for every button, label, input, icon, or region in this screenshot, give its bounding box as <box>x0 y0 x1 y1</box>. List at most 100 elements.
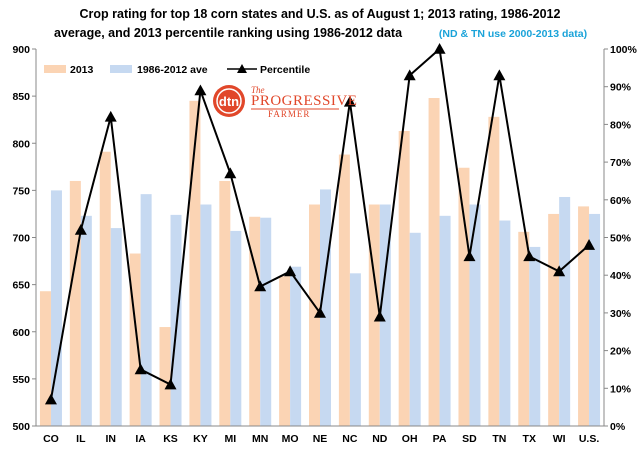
bar-average-U.S. <box>589 213 601 426</box>
y2-tick-label: 80% <box>610 119 632 131</box>
x-tick-label: OH <box>402 433 418 445</box>
logo-brand-main: PROGRESSIVE <box>251 93 357 109</box>
legend: 2013 1986-2012 ave Percentile <box>44 64 310 76</box>
percentile-marker-NE <box>314 306 326 318</box>
axes-group <box>32 48 608 427</box>
bar-2013-U.S. <box>578 206 590 426</box>
x-tick-label: TX <box>523 433 536 445</box>
y2-tick-label: 0% <box>610 421 626 433</box>
percentile-marker-U.S. <box>583 239 596 250</box>
x-tick-label: TN <box>492 433 506 445</box>
bar-average-IA <box>140 194 152 426</box>
y-tick-label: 500 <box>12 421 30 433</box>
y-tick-label: 550 <box>12 374 30 386</box>
bar-2013-MI <box>219 180 231 426</box>
bar-average-PA <box>439 215 451 426</box>
bar-average-OH <box>409 232 421 426</box>
bar-average-KS <box>170 214 182 426</box>
percentile-marker-MN <box>254 280 267 292</box>
x-tick-label: IA <box>135 433 146 445</box>
bar-2013-SD <box>458 167 470 426</box>
bar-2013-KS <box>159 327 171 426</box>
percentile-marker-WI <box>553 265 566 277</box>
percentile-marker-IA <box>134 363 147 375</box>
legend-label-percentile: Percentile <box>260 64 310 76</box>
tick-labels-group: CO IL IN IA KS KY MI MN MO NE NC ND OH PA SD TN TX WI U.S.… <box>12 44 637 445</box>
percentile-marker-OH <box>403 69 416 81</box>
bar-average-IL <box>80 215 92 426</box>
legend-marker-percentile <box>237 64 247 73</box>
percentile-marker-SD <box>463 250 476 262</box>
y2-tick-label: 40% <box>610 270 632 282</box>
bar-2013-NE <box>309 204 320 426</box>
percentile-marker-KY <box>194 84 207 96</box>
y2-tick-label: 60% <box>610 195 632 207</box>
bar-average-MI <box>230 230 242 426</box>
percentile-line-group <box>44 43 596 405</box>
legend-label-average: 1986-2012 ave <box>137 64 208 76</box>
x-tick-label: NE <box>313 433 328 445</box>
y2-tick-label: 100% <box>610 44 638 56</box>
y2-tick-label: 30% <box>610 308 632 320</box>
x-tick-label: ND <box>372 433 388 445</box>
y-tick-label: 650 <box>12 280 30 292</box>
bar-2013-MN <box>249 216 261 426</box>
bar-2013-TN <box>488 116 500 427</box>
bar-average-MO <box>290 266 302 426</box>
bar-2013-PA <box>428 98 440 426</box>
bar-2013-OH <box>398 130 410 426</box>
bar-2013-MO <box>279 276 291 426</box>
x-tick-label: MO <box>282 433 299 445</box>
bar-2013-IA <box>129 253 141 426</box>
percentile-marker-NC <box>343 95 356 107</box>
x-tick-label: PA <box>433 433 447 445</box>
bar-average-NC <box>349 273 361 426</box>
bar-2013-CO <box>39 291 51 426</box>
bar-average-KY <box>200 204 212 426</box>
percentile-marker-MI <box>224 167 237 179</box>
bar-2013-TX <box>518 231 530 426</box>
y-tick-label: 900 <box>12 44 30 56</box>
logo-brand-top: The <box>251 85 265 95</box>
bar-average-TN <box>499 220 511 426</box>
bar-2013-WI <box>548 213 560 426</box>
dtn-badge-ring-icon <box>216 88 242 114</box>
dtn-progressive-farmer-logo: dtn The PROGRESSIVE FARMER <box>213 85 357 119</box>
percentile-marker-ND <box>373 310 386 322</box>
y2-tick-label: 20% <box>610 346 632 358</box>
percentile-marker-KS <box>164 378 177 390</box>
bar-average-WI <box>559 196 571 426</box>
chart-title-line1: Crop rating for top 18 corn states and U… <box>80 7 561 21</box>
percentile-marker-IN <box>104 110 117 122</box>
x-tick-label: SD <box>462 433 477 445</box>
y2-tick-label: 50% <box>610 233 632 245</box>
x-tick-label: KY <box>193 433 208 445</box>
bar-average-IN <box>110 228 122 426</box>
x-tick-label: U.S. <box>579 433 600 445</box>
percentile-marker-TX <box>523 250 536 262</box>
bar-average-MN <box>260 217 272 426</box>
legend-label-2013: 2013 <box>70 64 94 76</box>
bar-average-SD <box>469 204 481 426</box>
percentile-marker-CO <box>44 393 57 405</box>
bar-2013-IL <box>69 180 81 426</box>
bar-average-TX <box>529 246 541 426</box>
y-tick-label: 850 <box>12 91 30 103</box>
x-tick-label: CO <box>43 433 59 445</box>
percentile-marker-TN <box>493 69 506 81</box>
y-tick-label: 750 <box>12 185 30 197</box>
y2-tick-label: 70% <box>610 157 632 169</box>
bar-2013-ND <box>368 204 380 426</box>
bar-average-ND <box>379 204 391 426</box>
bar-2013-IN <box>99 151 111 427</box>
bar-average-NE <box>320 189 331 426</box>
y-tick-label: 800 <box>12 138 30 150</box>
x-tick-label: NC <box>342 433 358 445</box>
bar-2013-NC <box>338 154 350 426</box>
x-tick-label: WI <box>553 433 566 445</box>
x-tick-label: IL <box>76 433 86 445</box>
y-tick-label: 600 <box>12 327 30 339</box>
x-tick-label: MI <box>224 433 236 445</box>
